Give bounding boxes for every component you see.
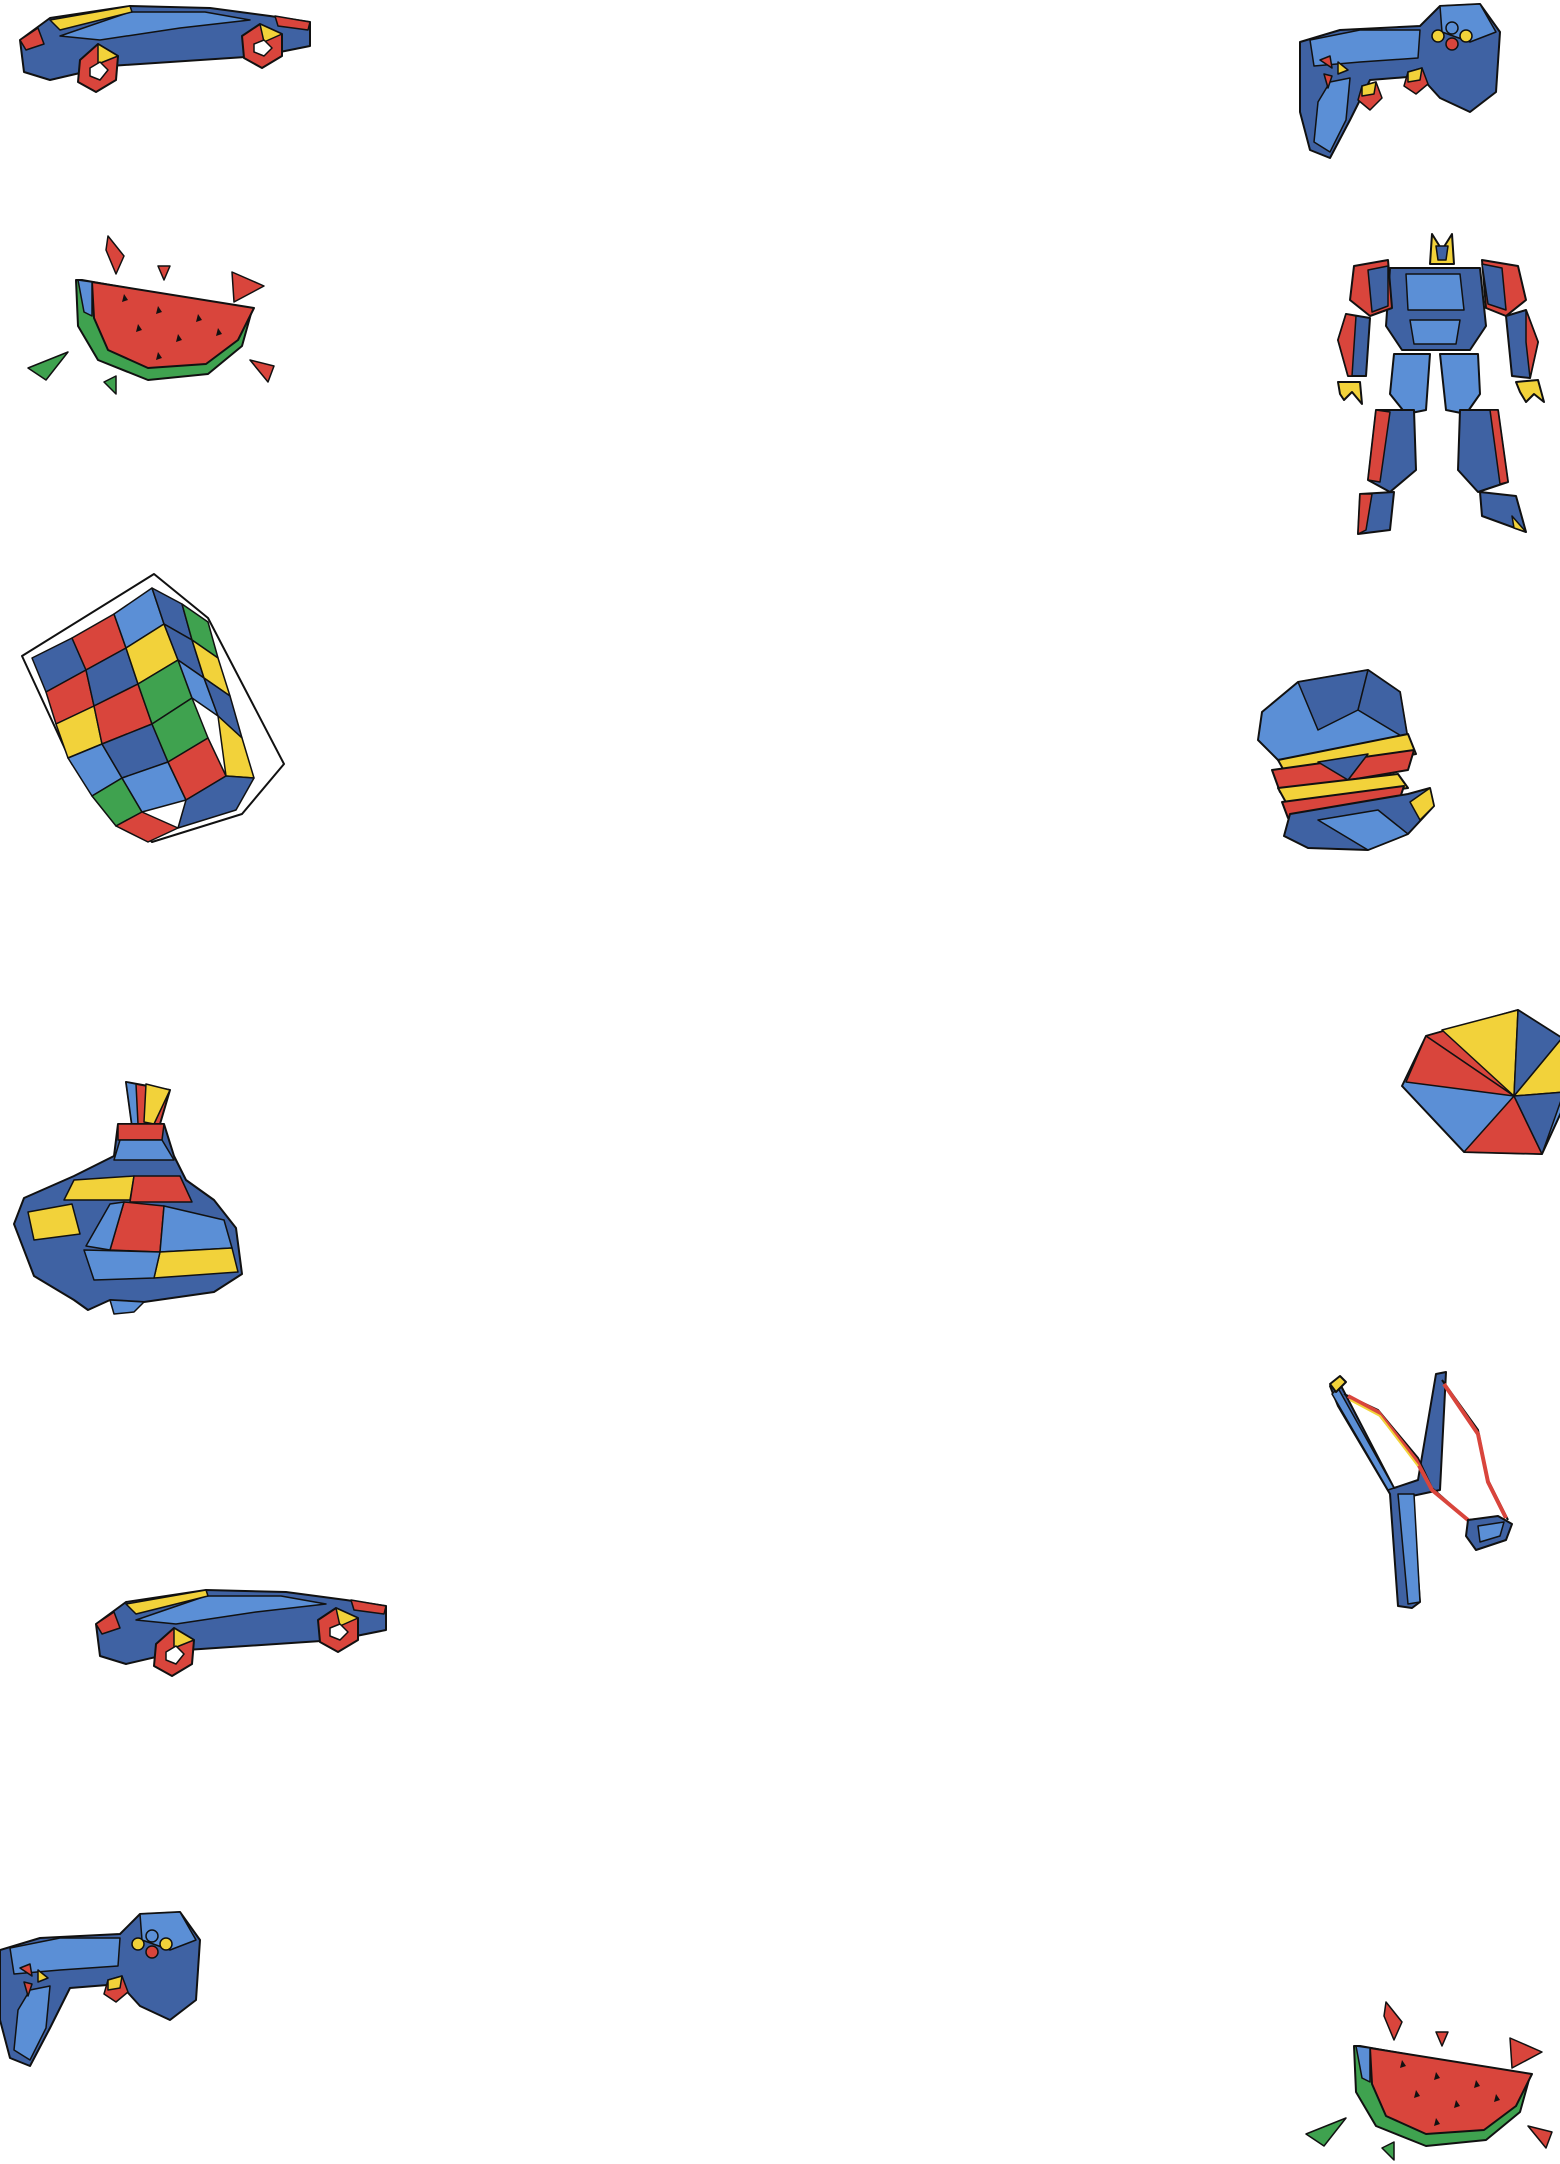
game-controller-icon <box>0 1911 201 2067</box>
watermelon-slice-icon <box>1305 2001 1553 2161</box>
sports-car-icon <box>95 1589 387 1677</box>
wheel-icon <box>77 43 119 93</box>
burger-icon <box>1257 669 1435 851</box>
dpad-icon <box>1319 55 1349 89</box>
robot-icon <box>1337 233 1545 535</box>
wheel-icon <box>317 1607 359 1653</box>
watermelon-slice-icon <box>27 235 275 395</box>
rubiks-cube-icon <box>21 573 285 843</box>
beach-ball-icon <box>1401 1009 1560 1155</box>
game-controller-icon <box>1299 3 1501 159</box>
slingshot-icon <box>1329 1371 1513 1609</box>
wheel-icon <box>153 1627 195 1677</box>
dpad-icon <box>19 1963 49 1997</box>
buttons-icon <box>1431 21 1473 51</box>
buttons-icon <box>131 1929 173 1959</box>
spinning-top-icon <box>13 1081 243 1315</box>
wheel-icon <box>241 23 283 69</box>
sports-car-icon <box>19 5 311 93</box>
